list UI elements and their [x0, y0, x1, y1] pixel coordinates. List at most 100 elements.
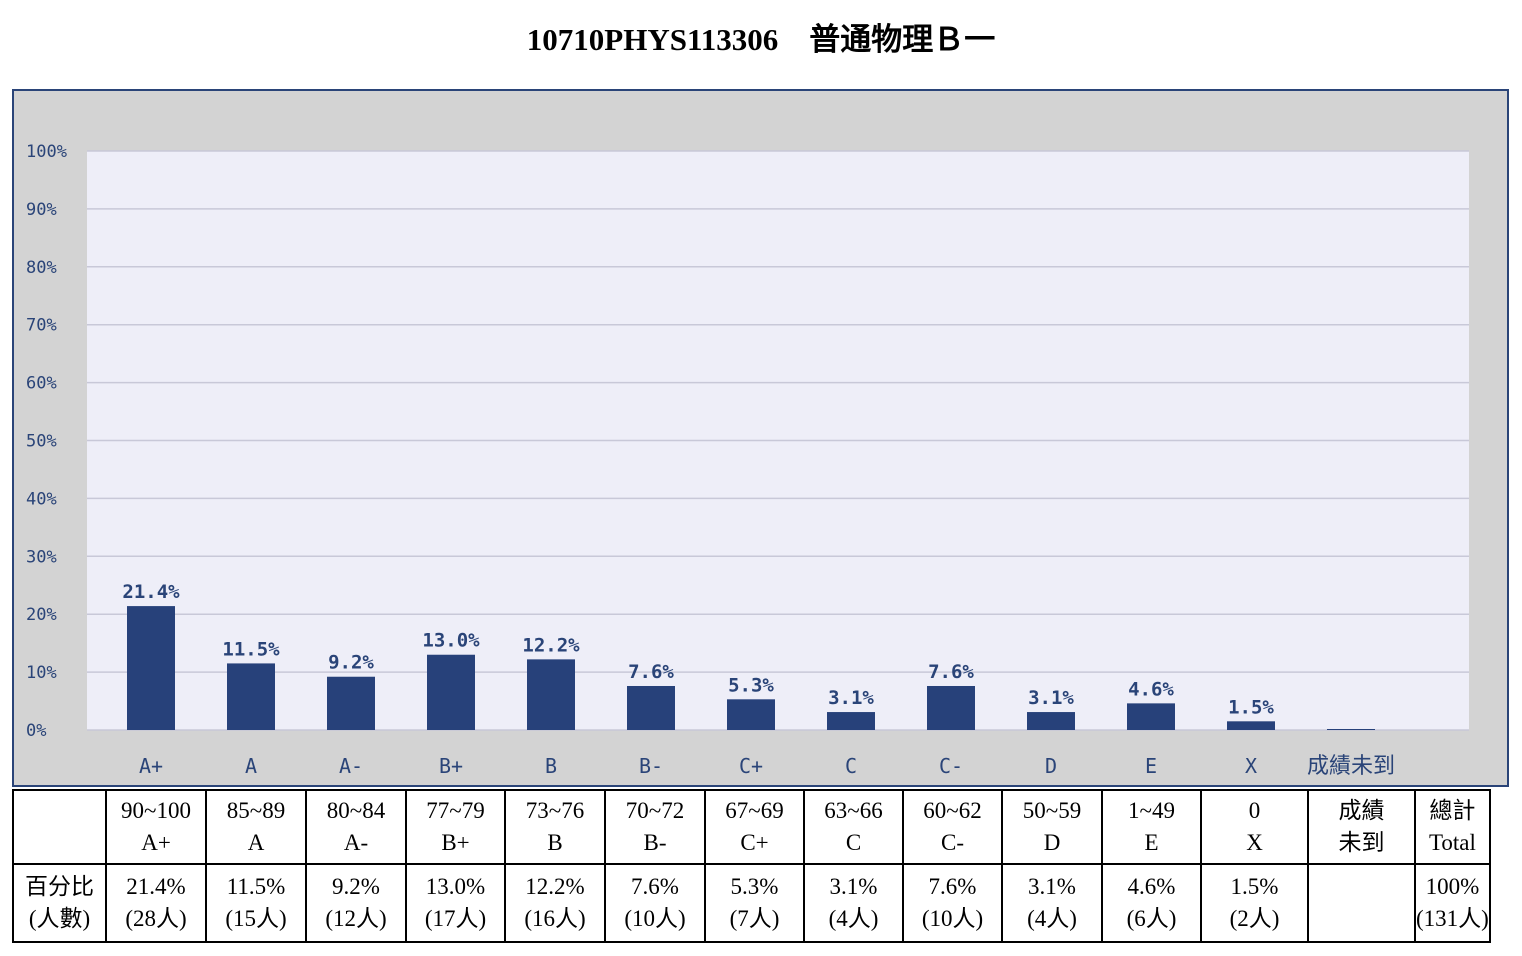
grade-range-cell-line: E	[1144, 830, 1159, 855]
x-category-label: C-	[939, 754, 963, 778]
percentage-cell: 1.5% (2人)	[1200, 863, 1309, 943]
percentage-cell-line: 100%	[1425, 874, 1480, 899]
y-tick-label: 80%	[26, 258, 57, 278]
grade-range-cell-line: B-	[643, 830, 667, 855]
x-category-label: B	[545, 754, 557, 778]
grade-range-cell-line: C+	[740, 830, 769, 855]
bar-data-label: 21.4%	[122, 581, 180, 603]
grade-range-cell-line: 63~66	[824, 798, 883, 823]
percentage-cell-line: (7人)	[729, 906, 780, 931]
grade-range-cell-line: A+	[141, 830, 171, 855]
bar	[1327, 729, 1375, 730]
bar-data-label: 3.1%	[1028, 687, 1074, 709]
grade-range-cell-line: 成績	[1338, 798, 1385, 823]
grade-range-cell: 85~89 A	[205, 789, 307, 865]
y-tick-label: 60%	[26, 374, 57, 394]
percentage-cell-line: (6人)	[1126, 906, 1177, 931]
grade-range-cell: 63~66 C	[803, 789, 904, 865]
grade-range-cell: 80~84 A-	[305, 789, 407, 865]
x-category-label: B+	[439, 754, 463, 778]
bar	[927, 685, 975, 730]
percentage-cell: 7.6% (10人)	[902, 863, 1003, 943]
percentage-cell: 21.4% (28人)	[105, 863, 207, 943]
percentage-cell: 11.5% (15人)	[205, 863, 307, 943]
grade-range-cell-line: 80~84	[326, 798, 386, 823]
percentage-cell: 5.3% (7人)	[704, 863, 805, 943]
table-row-header-line: 百分比	[25, 874, 94, 899]
percentage-cell-line: 7.6%	[928, 874, 977, 899]
bar-data-label: 7.6%	[628, 661, 674, 683]
grade-range-cell-line: 50~59	[1022, 798, 1082, 823]
grade-range-cell: 50~59 D	[1001, 789, 1103, 865]
bar	[327, 676, 375, 730]
chart-svg: 100% 90% 80% 70% 60% 50% 40% 30% 20% 10% 0% 21.4% A+…	[26, 142, 1469, 779]
grade-range-cell-line: 60~62	[923, 798, 982, 823]
bar	[127, 606, 175, 730]
percentage-cell-line: (12人)	[325, 906, 387, 931]
bar-data-label: 5.3%	[728, 674, 774, 696]
percentage-cell: 3.1% (4人)	[803, 863, 904, 943]
percentage-cell: 13.0% (17人)	[405, 863, 506, 943]
percentage-cell-line: (131人)	[1416, 906, 1489, 931]
grade-range-cell: 60~62 C-	[902, 789, 1003, 865]
grade-range-cell: 77~79 B+	[405, 789, 506, 865]
grade-range-cell-line: C-	[941, 830, 964, 855]
bar	[1127, 703, 1175, 730]
grade-range-cell: 總計 Total	[1414, 789, 1491, 865]
bar-data-label: 13.0%	[422, 630, 480, 652]
table-row-percentages: 百分比 (人數) 21.4% (28人) 11.5% (15人) 9.2% (12人) 13.0…	[12, 863, 1491, 943]
percentage-cell-line: (4人)	[828, 906, 879, 931]
x-category-label: A-	[339, 754, 363, 778]
bar-data-label: 9.2%	[328, 652, 374, 674]
table-row-grade-ranges: 90~100 A+ 85~89 A 80~84 A- 77~79 B+ 73~76 B 70~72 B…	[12, 789, 1491, 865]
percentage-cell-line: 13.0%	[425, 874, 486, 899]
percentage-cell-line: (10人)	[624, 906, 686, 931]
grade-range-cell: 成績 未到	[1307, 789, 1416, 865]
y-tick-label: 10%	[26, 663, 57, 683]
grade-range-cell: 67~69 C+	[704, 789, 805, 865]
percentage-cell-line: 7.6%	[631, 874, 679, 899]
grade-range-cell-line: C	[845, 830, 862, 855]
percentage-cell: 4.6% (6人)	[1101, 863, 1202, 943]
percentage-cell-line: (16人)	[524, 906, 586, 931]
grade-range-cell-line: A-	[343, 830, 369, 855]
grade-range-cell-line: 73~76	[525, 798, 585, 823]
grade-range-cell-line: 未到	[1338, 830, 1385, 855]
percentage-cell-line: (2人)	[1229, 906, 1280, 931]
percentage-cell-line: (10人)	[921, 906, 984, 931]
grade-range-cell-line: 總計	[1429, 798, 1476, 823]
x-category-label: A+	[139, 754, 163, 778]
percentage-cell: 12.2% (16人)	[504, 863, 606, 943]
percentage-cell-line: 3.1%	[829, 874, 878, 899]
percentage-cell-line: 11.5%	[226, 874, 286, 899]
percentage-cell-line: (15人)	[225, 906, 287, 931]
bar	[527, 659, 575, 730]
grade-range-cell-line: 85~89	[226, 798, 286, 823]
grade-range-cell: 73~76 B	[504, 789, 606, 865]
percentage-cell-line: 9.2%	[332, 874, 380, 899]
bar-data-label: 7.6%	[928, 661, 974, 683]
x-category-label: 成績未到	[1307, 754, 1395, 779]
grade-range-cell-line: Total	[1428, 830, 1476, 855]
grade-range-cell: 90~100 A+	[105, 789, 207, 865]
table-row-header-line: (人數)	[28, 906, 91, 931]
grade-range-cell-line: 0	[1248, 798, 1261, 823]
grade-range-cell-line: D	[1043, 830, 1061, 855]
x-category-label: C+	[739, 754, 763, 778]
grade-range-cell-line: 77~79	[426, 798, 485, 823]
x-category-label: A	[245, 754, 257, 778]
x-category-label: C	[845, 754, 857, 778]
bar	[827, 712, 875, 730]
bar-data-label: 11.5%	[222, 638, 280, 660]
y-tick-label: 90%	[26, 200, 57, 220]
percentage-cell: 100% (131人)	[1414, 863, 1491, 943]
grade-distribution-table: 90~100 A+ 85~89 A 80~84 A- 77~79 B+ 73~76 B 70~72 B…	[12, 789, 1491, 943]
bar	[427, 654, 475, 730]
x-category-label: X	[1245, 754, 1257, 778]
y-tick-label: 40%	[26, 489, 57, 509]
x-category-label: D	[1045, 754, 1057, 778]
grade-range-cell: 70~72 B-	[604, 789, 706, 865]
percentage-cell-line: (28人)	[125, 906, 187, 931]
grade-range-cell-line: A	[247, 830, 265, 855]
x-category-label: B-	[639, 754, 663, 778]
